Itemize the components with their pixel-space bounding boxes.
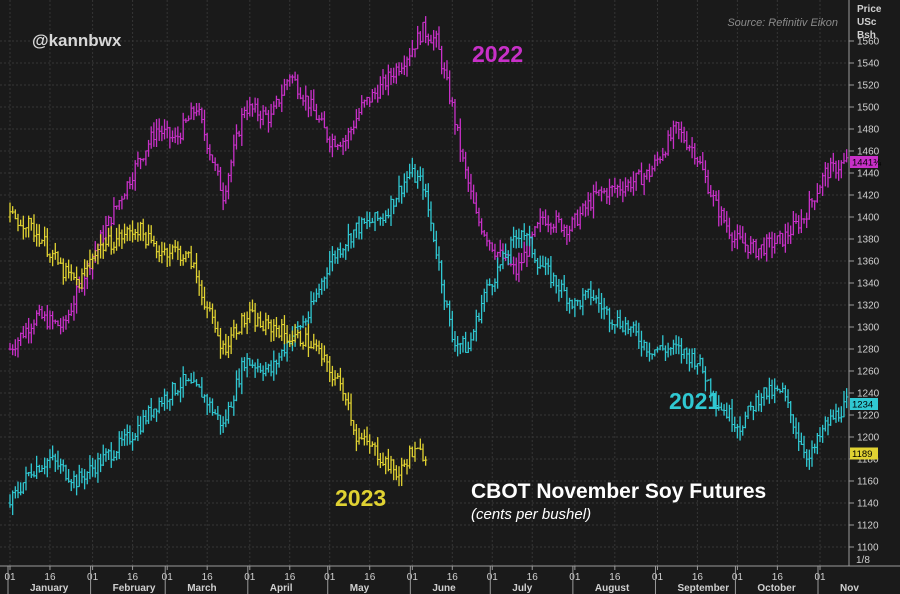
y-tick-labels: 1100 1120 1140 1160 1180 1200 1220 1240 1260 1280… [849, 37, 880, 554]
last-value-text-2022: 1441¾ [852, 158, 882, 169]
chart-title: CBOT November Soy Futures [471, 480, 766, 503]
x-tick-label: 01 [87, 572, 99, 583]
last-value-badge-2022 [850, 156, 878, 168]
x-tick-label: 01 [324, 572, 336, 583]
last-value-text-2021: 1234 [852, 400, 873, 411]
axis-header-bsh: Bsh [857, 30, 876, 41]
last-value-badge-2021 [850, 398, 878, 410]
month-label: October [757, 583, 795, 594]
x-tick-label: 01 [732, 572, 744, 583]
series-label-2023: 2023 [335, 485, 386, 511]
y-tick-label: 1200 [857, 433, 880, 444]
x-tick-label: 16 [284, 572, 296, 583]
x-tick-label: 01 [569, 572, 581, 583]
y-tick-label: 1540 [857, 59, 880, 70]
last-value-badge-2023 [850, 447, 878, 460]
y-tick-label: 1320 [857, 301, 880, 312]
corner-label: 1/8 [856, 555, 870, 566]
source-note: Source: Refinitiv Eikon [727, 17, 838, 29]
axis-header-price: Price [857, 4, 882, 15]
y-tick-label: 1120 [857, 521, 879, 532]
month-label: February [113, 583, 156, 594]
x-tick-label: 01 [407, 572, 419, 583]
gridlines [0, 0, 849, 566]
month-label: July [512, 583, 532, 594]
x-tick-label: 16 [447, 572, 459, 583]
y-tick-label: 1300 [857, 323, 880, 334]
series-label-2022: 2022 [472, 41, 523, 67]
last-value-text-2023: 1189 [852, 449, 872, 460]
x-tick-label: 16 [692, 572, 704, 583]
y-tick-label: 1260 [857, 367, 880, 378]
y-tick-label: 1420 [857, 191, 880, 202]
month-label: Nov [840, 583, 859, 594]
x-tick-label: 16 [772, 572, 784, 583]
month-label: March [187, 583, 216, 594]
x-tick-label: 16 [527, 572, 539, 583]
x-tick-label: 16 [609, 572, 621, 583]
y-tick-label: 1460 [857, 147, 880, 158]
chart-subtitle: (cents per bushel) [471, 506, 591, 523]
y-tick-label: 1160 [857, 477, 879, 488]
y-tick-label: 1400 [857, 213, 880, 224]
month-label: August [595, 583, 630, 594]
x-tick-label: 16 [202, 572, 214, 583]
x-tick-labels: 01 16 01 16 01 16 01 16 01 16 01 16 01 16 01 16 01 16 01 16… [4, 566, 859, 594]
y-tick-label: 1440 [857, 169, 880, 180]
y-tick-label: 1220 [857, 411, 880, 422]
watermark-handle: @kannbwx [32, 31, 122, 50]
x-tick-label: 16 [364, 572, 376, 583]
x-tick-label: 01 [814, 572, 826, 583]
x-tick-label: 01 [244, 572, 256, 583]
month-label: April [270, 583, 293, 594]
month-label: September [677, 583, 729, 594]
y-tick-label: 1560 [857, 37, 880, 48]
y-tick-label: 1500 [857, 103, 880, 114]
y-tick-label: 1180 [857, 455, 879, 466]
y-tick-label: 1480 [857, 125, 880, 136]
month-label: May [350, 583, 370, 594]
series-2021 [8, 157, 849, 516]
axis-header-usc: USc [857, 17, 877, 28]
series-2023 [8, 202, 428, 487]
last-value-badges: 1441¾ 1234 1189 [850, 156, 882, 460]
x-tick-label: 01 [652, 572, 664, 583]
month-label: January [30, 583, 69, 594]
x-tick-label: 01 [487, 572, 499, 583]
y-tick-label: 1280 [857, 345, 880, 356]
y-tick-label: 1360 [857, 257, 880, 268]
month-label: June [432, 583, 456, 594]
y-tick-label: 1140 [857, 499, 879, 510]
y-tick-label: 1520 [857, 81, 880, 92]
x-tick-label: 16 [44, 572, 56, 583]
x-tick-label: 01 [162, 572, 174, 583]
y-tick-label: 1380 [857, 235, 880, 246]
series-2022 [8, 16, 849, 358]
y-tick-label: 1240 [857, 389, 880, 400]
x-tick-label: 01 [4, 572, 16, 583]
series-layer [8, 16, 849, 516]
series-label-2021: 2021 [669, 388, 720, 414]
x-tick-label: 16 [127, 572, 139, 583]
y-tick-label: 1100 [857, 543, 879, 554]
y-tick-label: 1340 [857, 279, 880, 290]
